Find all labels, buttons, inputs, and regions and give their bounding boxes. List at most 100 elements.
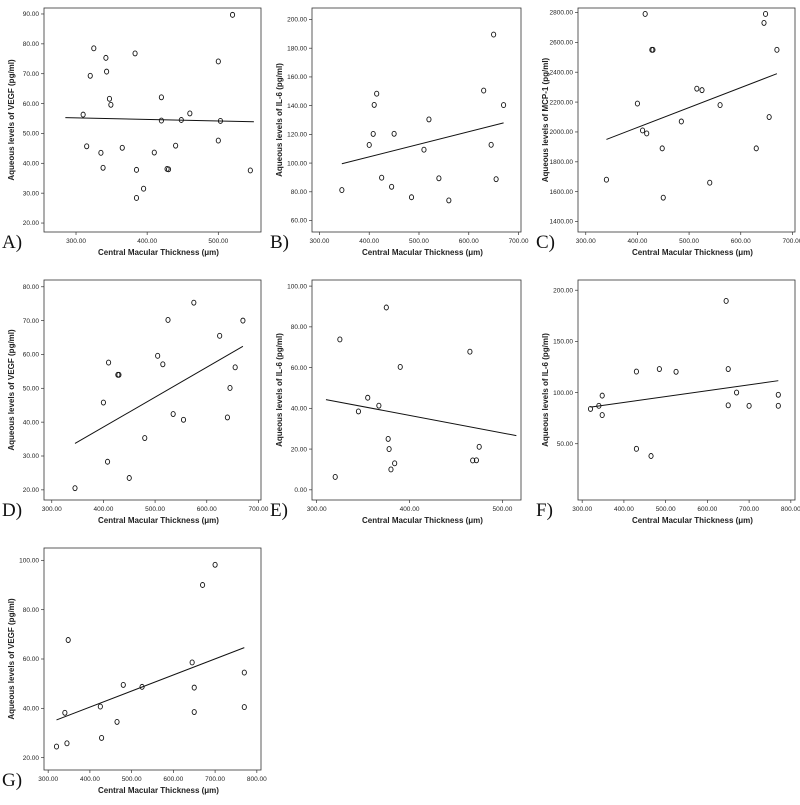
data-point (436, 175, 442, 182)
data-point (426, 116, 432, 123)
panel-b: 300.00 400.00 500.00 600.00 700.00 60.00 80.00… (270, 7, 529, 257)
y-tick-label: 80.00 (23, 284, 40, 291)
data-point (158, 117, 164, 124)
data-point (365, 394, 371, 401)
data-point (215, 58, 221, 65)
data-point (170, 411, 176, 417)
plot-frame (311, 279, 522, 501)
x-tick-label: 400.00 (627, 238, 647, 245)
x-tick-label: 600.00 (459, 238, 479, 245)
fit-line (590, 380, 779, 408)
data-point (644, 130, 650, 137)
y-axis-label: Aqueous levels of VEGF (pg/ml) (7, 598, 16, 720)
data-point (481, 87, 487, 94)
data-point (648, 453, 654, 459)
y-tick-label: 20.00 (23, 755, 40, 762)
data-point (355, 408, 361, 415)
data-point (408, 194, 415, 201)
y-tick-label: 60.00 (291, 365, 308, 372)
x-tick-label: 300.00 (38, 776, 58, 783)
data-point (217, 332, 223, 339)
data-point (105, 458, 111, 465)
y-tick-label: 20.00 (291, 446, 308, 453)
x-axis-label: Central Macular Thickness (μm) (98, 786, 219, 795)
panel-label: C) (536, 232, 555, 253)
panel-f: 300.00 400.00 500.00 600.00 700.00 800.00 50.0… (536, 279, 800, 525)
data-point (187, 110, 193, 117)
x-tick-label: 300.00 (42, 506, 62, 513)
x-tick-label: 500.00 (122, 776, 142, 783)
data-point (132, 50, 138, 57)
data-point (339, 187, 345, 194)
data-point (108, 101, 114, 108)
data-point (642, 11, 648, 17)
data-point (337, 336, 343, 343)
data-point (633, 368, 639, 375)
panel-a: 300.00 400.00 500.00 20.00 30.00 40.00 50.00 60… (2, 7, 262, 257)
data-point (126, 475, 132, 481)
y-tick-label: 0.00 (294, 487, 307, 494)
data-point (717, 102, 723, 109)
data-point (470, 457, 476, 464)
data-point (165, 316, 171, 323)
data-point (215, 137, 221, 144)
x-axis-label: Central Macular Thickness (μm) (632, 248, 753, 257)
data-point (72, 485, 78, 492)
data-point (467, 348, 473, 355)
data-point (97, 703, 103, 710)
data-point (151, 149, 157, 156)
panel-label: B) (270, 232, 289, 253)
panel-d: 300.00 400.00 500.00 600.00 700.00 20.00 30.00… (2, 279, 269, 525)
data-point (734, 389, 740, 396)
data-point (371, 101, 377, 108)
y-tick-label: 40.00 (291, 406, 308, 413)
data-point (694, 85, 700, 92)
plot-frame (311, 7, 522, 233)
data-point (366, 142, 372, 148)
x-tick-label: 400.00 (137, 238, 157, 245)
plot-frame (43, 279, 262, 501)
x-tick-label: 400.00 (359, 238, 379, 245)
data-point (232, 364, 238, 371)
data-point (374, 90, 380, 97)
data-point (227, 385, 233, 391)
y-tick-label: 70.00 (23, 71, 40, 78)
data-point (599, 392, 605, 399)
data-point (200, 582, 206, 588)
data-point (64, 740, 70, 747)
data-point (660, 194, 666, 201)
data-point (120, 681, 126, 688)
data-point (62, 709, 68, 716)
data-point (488, 141, 494, 148)
y-axis-label: Aqueous levels of VEGF (pg/ml) (7, 59, 16, 181)
data-point (379, 174, 385, 181)
data-point (247, 167, 253, 174)
y-tick-label: 40.00 (23, 706, 40, 713)
x-tick-label: 600.00 (163, 776, 183, 783)
data-point (707, 179, 713, 186)
data-point (650, 46, 656, 53)
x-tick-label: 600.00 (731, 238, 751, 245)
x-tick-label: 800.00 (247, 776, 267, 783)
x-axis-label: Central Macular Thickness (μm) (632, 516, 753, 525)
y-tick-label: 100.00 (287, 160, 307, 167)
data-point (587, 405, 594, 412)
plot-frame (577, 7, 796, 233)
data-point (217, 117, 223, 124)
y-tick-label: 100.00 (287, 283, 307, 290)
data-point (332, 474, 338, 480)
y-tick-label: 40.00 (23, 419, 40, 426)
data-point (178, 117, 184, 123)
x-tick-label: 700.00 (248, 506, 268, 513)
y-tick-label: 200.00 (287, 17, 307, 24)
data-point (493, 176, 499, 183)
y-tick-label: 100.00 (553, 390, 573, 397)
data-point (240, 317, 246, 324)
data-point (392, 460, 398, 467)
data-point (775, 391, 781, 398)
x-tick-label: 500.00 (656, 506, 676, 513)
y-axis-label: Aqueous levels of VEGF (pg/ml) (7, 329, 16, 451)
x-tick-label: 300.00 (576, 238, 596, 245)
plot-frame (43, 547, 262, 771)
